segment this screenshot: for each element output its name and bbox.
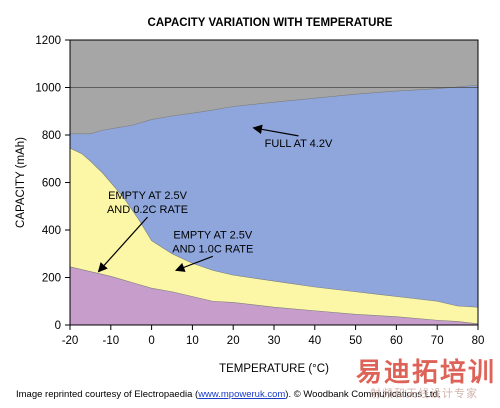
x-tick-label: 0 [148,335,154,347]
watermark-sub: 射频和天线设计专家 [370,387,478,400]
annotation-arrow-3 [174,255,214,272]
chart-title: CAPACITY VARIATION WITH TEMPERATURE [148,17,393,29]
series-line-1 [70,84,479,135]
annotation-arrow-1 [252,124,299,137]
annotation-3-line-2: AND 1.0C RATE [172,243,253,255]
x-tick-label: 80 [472,335,485,347]
y-tick-label: 1200 [35,35,61,47]
series-line-2 [69,147,479,308]
y-tick-label: 800 [42,130,61,142]
annotation-2-line-1: EMPTY AT 2.5V [108,190,188,202]
series-line-3 [69,266,479,325]
annotation-2-line-2: AND 0.2C RATE [107,204,188,216]
y-tick-label: 0 [55,320,61,332]
y-axis-label: CAPACITY (mAh) [15,137,27,228]
y-tick-label: 200 [42,273,61,285]
x-tick-label: -20 [62,335,79,347]
x-tick-label: 70 [431,335,444,347]
y-tick-label: 400 [42,225,61,237]
credit-link[interactable]: www.mpoweruk.com [198,389,286,400]
x-tick-label: 40 [308,335,321,347]
x-tick-label: 50 [349,335,362,347]
x-tick-label: 10 [186,335,199,347]
watermark: 易迪拓培训 射频和天线设计专家 [356,352,496,404]
annotation-1-line-1: FULL AT 4.2V [265,138,333,150]
x-tick-label: 20 [227,335,240,347]
y-tick-label: 600 [42,178,61,190]
x-tick-label: 60 [390,335,403,347]
area-series-2 [70,148,478,325]
x-axis-label: TEMPERATURE (°C) [219,363,329,375]
x-tick-label: -10 [102,335,119,347]
y-tick-label: 1000 [35,83,61,95]
plot-frame [69,39,479,326]
area-series-3 [70,266,478,325]
annotation-3-line-1: EMPTY AT 2.5V [173,229,253,241]
image-credit: Image reprinted courtesy of Electropaedi… [16,389,441,400]
x-tick-label: 30 [268,335,281,347]
capacity-chart: CAPACITY VARIATION WITH TEMPERATURE 0200… [15,17,485,375]
credit-suffix: ). © Woodbank Communications Ltd. [285,389,441,400]
watermark-main: 易迪拓培训 [356,358,497,388]
annotation-arrow-2 [97,216,148,273]
credit-prefix: Image reprinted courtesy of Electropaedi… [16,389,199,400]
